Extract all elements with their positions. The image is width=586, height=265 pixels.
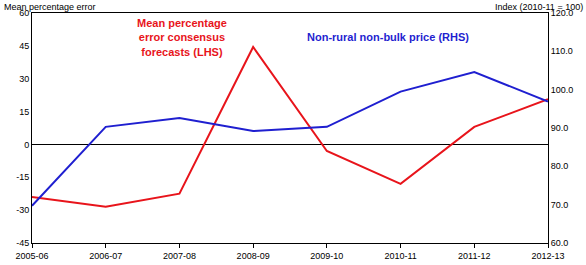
svg-text:Mean percentage error: Mean percentage error	[4, 2, 96, 12]
svg-text:-15: -15	[16, 172, 29, 182]
svg-text:80.0: 80.0	[551, 161, 569, 171]
svg-text:2008-09: 2008-09	[237, 251, 270, 261]
svg-text:110.0: 110.0	[551, 46, 573, 56]
svg-text:45: 45	[19, 41, 29, 51]
svg-text:Index (2010-11 = 100): Index (2010-11 = 100)	[495, 2, 583, 12]
svg-text:120.0: 120.0	[551, 8, 574, 18]
svg-text:100.0: 100.0	[551, 85, 574, 95]
svg-text:2006-07: 2006-07	[89, 251, 122, 261]
svg-text:15: 15	[19, 107, 29, 117]
svg-text:2005-06: 2005-06	[15, 251, 48, 261]
svg-text:2010-11: 2010-11	[384, 251, 416, 261]
svg-text:30: 30	[19, 74, 29, 84]
svg-text:Non-rural non-bulk price (RHS): Non-rural non-bulk price (RHS)	[307, 31, 469, 43]
svg-text:60: 60	[19, 8, 29, 18]
svg-text:2011-12: 2011-12	[458, 251, 490, 261]
svg-text:2012-13: 2012-13	[531, 251, 564, 261]
svg-text:70.0: 70.0	[551, 200, 569, 210]
svg-text:60.0: 60.0	[551, 238, 569, 248]
svg-text:-45: -45	[16, 238, 29, 248]
svg-text:2007-08: 2007-08	[163, 251, 196, 261]
svg-text:-30: -30	[16, 205, 29, 215]
svg-text:2009-10: 2009-10	[310, 251, 343, 261]
svg-text:Mean percentageerror consensus: Mean percentageerror consensusforecasts …	[137, 17, 227, 58]
svg-text:0: 0	[24, 140, 29, 150]
svg-text:90.0: 90.0	[551, 123, 569, 133]
